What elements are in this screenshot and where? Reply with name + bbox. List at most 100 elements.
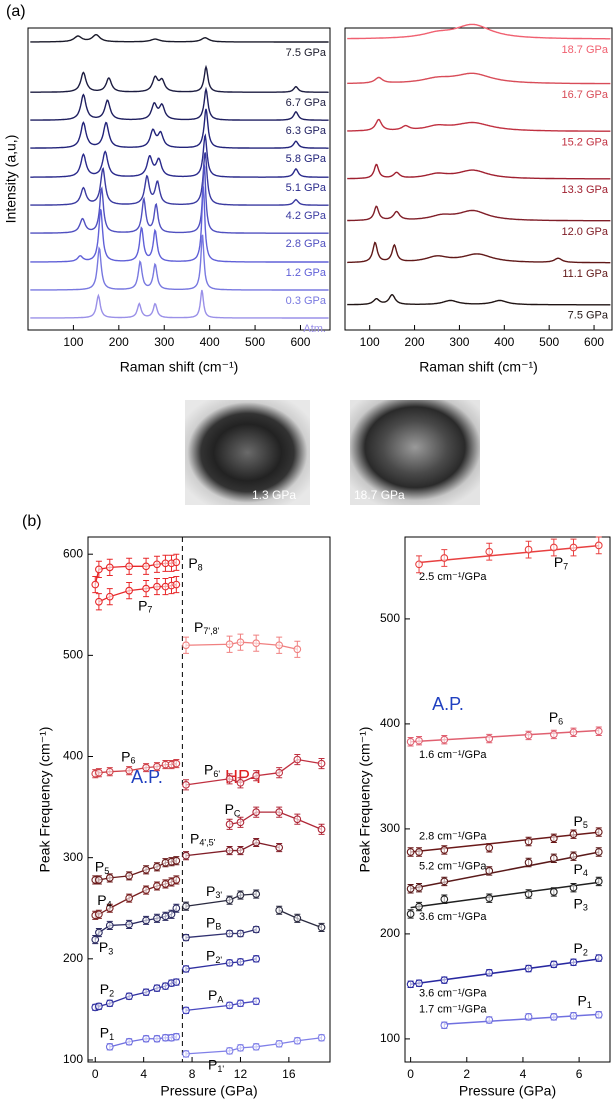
plot-frame [27,27,331,331]
data-point [95,910,103,919]
data-point [485,1016,494,1024]
data-point [317,1033,326,1042]
slope-label: 2.8 cm⁻¹/GPa [419,830,487,842]
image-label: 18.7 GPa [354,488,405,502]
data-point [95,928,103,937]
series-label: P4',5' [190,830,216,848]
series-label: P7 [138,597,152,615]
data-point [594,877,603,886]
trace-label: 1.2 GPa [286,267,327,279]
series-label: P3' [206,883,222,901]
data-point [569,728,578,737]
trace-label: 7.5 GPa [286,47,327,59]
x-tick-label: 2 [463,1067,470,1081]
data-point [485,867,494,875]
data-point [406,848,415,856]
data-point [406,980,415,989]
micrograph [185,400,310,505]
series-label: P3 [573,895,587,913]
data-point [275,641,284,650]
data-point [252,997,261,1006]
spectrum-trace [347,163,611,180]
slope-label: 2.5 cm⁻¹/GPa [419,571,487,583]
data-point [182,902,190,911]
series-line [185,893,257,907]
data-point [594,541,603,550]
data-point [524,731,533,740]
data-point [569,958,578,967]
y-tick-label: 400 [380,716,400,730]
data-point [440,895,449,904]
data-point [225,1047,234,1055]
x-axis-title: Pressure (GPa) [459,1083,556,1099]
slope-label: 1.7 cm⁻¹/GPa [419,1004,487,1016]
data-point [161,582,170,591]
data-point [252,954,261,963]
y-tick-label: 500 [63,648,83,662]
x-tick-label: 100 [63,335,83,349]
data-point [440,976,449,984]
data-point [236,999,245,1008]
x-tick-label: 100 [360,335,380,349]
data-point [569,852,578,861]
trace-label: 2.8 GPa [286,238,327,250]
y-tick-label: 100 [63,1052,83,1066]
data-point [406,737,415,746]
micrograph [350,400,480,505]
data-point [415,979,423,988]
data-point [293,815,302,824]
x-tick-label: 0 [407,1067,414,1081]
data-point [275,1039,284,1048]
data-point [275,808,284,816]
data-point [236,929,245,938]
data-point [153,560,161,569]
annotation: A.P. [131,767,163,787]
series-label: P6 [121,748,135,766]
slope-label: 5.2 cm⁻¹/GPa [419,860,487,872]
trace-label: 5.8 GPa [286,153,327,165]
series-label: PB [206,914,221,932]
data-point [95,597,103,606]
data-point [172,1032,181,1041]
plot-frame [344,27,613,331]
spectrum-trace [30,64,329,93]
data-point [485,734,494,743]
x-tick-label: 4 [520,1067,527,1081]
series-label: P1 [577,993,591,1011]
data-point [485,547,494,556]
x-tick-label: 4 [140,1067,147,1081]
data-point [225,1001,234,1010]
data-point [125,992,133,1001]
series-label: P8 [188,555,202,573]
data-point [105,592,114,601]
spectrum-trace [30,186,329,263]
plot-frame [87,536,331,1063]
data-point [182,933,190,942]
fit-line [418,544,599,564]
data-point [225,640,234,649]
slope-label: 3.6 cm⁻¹/GPa [419,988,487,1000]
data-point [236,818,245,827]
data-point [549,960,558,969]
data-point [161,858,170,867]
trace-label: 6.7 GPa [286,97,327,109]
data-point [142,1034,150,1043]
data-point [549,543,558,552]
data-point [415,736,423,745]
data-point [225,846,234,855]
x-axis-title: Raman shift (cm⁻¹) [120,359,239,375]
data-point [415,560,423,569]
data-point [153,1034,161,1043]
data-point [172,580,181,589]
image-label: 1.3 GPa [252,488,296,502]
data-point [105,904,114,913]
series-label: P7',8' [194,619,220,637]
plot-frame [404,536,611,1063]
data-point [524,1012,533,1021]
x-tick-label: 500 [539,335,559,349]
trace-label: 15.2 GPa [562,136,609,148]
x-tick-label: 200 [109,335,129,349]
data-point [594,848,603,856]
series-label: PC [225,801,241,819]
data-point [105,874,114,882]
